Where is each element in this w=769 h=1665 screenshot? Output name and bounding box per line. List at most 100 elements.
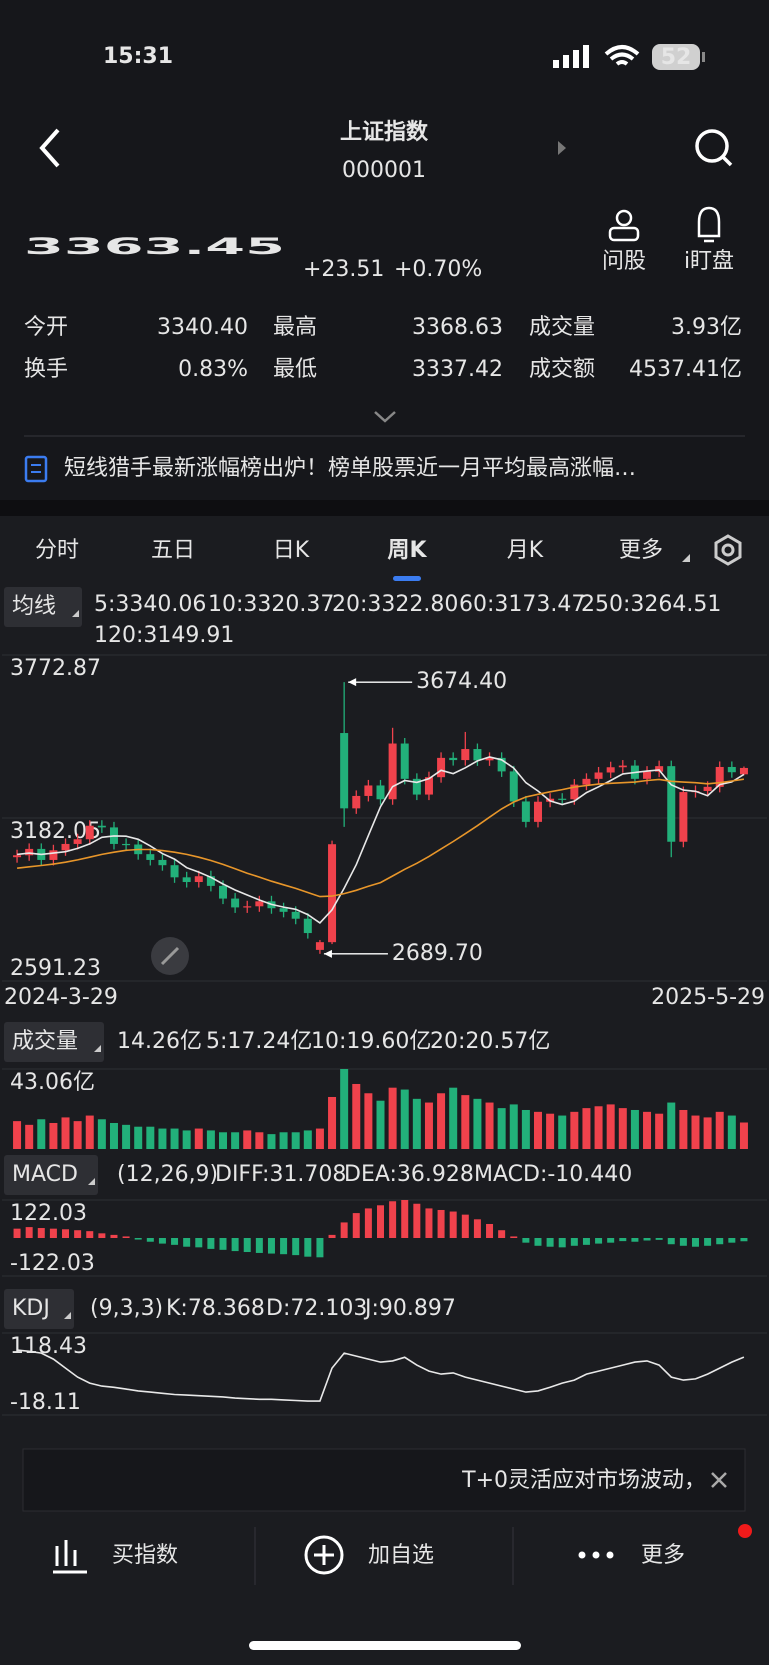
volume-bar bbox=[594, 1106, 603, 1149]
indicator-button-label: MACD bbox=[12, 1162, 78, 1187]
volume-bar bbox=[182, 1130, 191, 1149]
candle-body bbox=[13, 855, 22, 858]
legend-entry: DIFF:31.708 bbox=[215, 1162, 346, 1187]
volume-bar bbox=[679, 1109, 688, 1149]
candle-body bbox=[412, 778, 421, 795]
candle-body bbox=[303, 918, 312, 934]
candle-body bbox=[49, 850, 58, 860]
volume-bar bbox=[364, 1093, 373, 1149]
macd-bar bbox=[110, 1234, 118, 1238]
volume-bar bbox=[727, 1115, 736, 1149]
volume-bar bbox=[570, 1111, 579, 1149]
tab[interactable]: 分时 bbox=[35, 538, 79, 563]
indicator-button[interactable] bbox=[4, 587, 82, 627]
macd-bar bbox=[122, 1236, 130, 1238]
legend-entry: 14.26亿 bbox=[117, 1029, 202, 1054]
volume-bar bbox=[73, 1121, 82, 1149]
indicator-button[interactable] bbox=[4, 1155, 98, 1195]
macd-bar bbox=[619, 1238, 627, 1242]
bottom-action[interactable]: 更多 bbox=[641, 1543, 685, 1568]
macd-bar bbox=[304, 1238, 312, 1257]
volume-bar bbox=[618, 1108, 627, 1149]
legend-entry: 5:17.24亿 bbox=[206, 1029, 312, 1054]
expand-chevron[interactable] bbox=[374, 411, 396, 423]
back-button[interactable] bbox=[39, 128, 60, 168]
candle-body bbox=[437, 757, 446, 778]
tab[interactable]: 更多 bbox=[619, 538, 663, 563]
candle-body bbox=[558, 798, 567, 800]
volume-bar bbox=[691, 1115, 700, 1149]
buy-icon bbox=[53, 1540, 87, 1574]
macd-bar bbox=[171, 1238, 179, 1245]
indicator-button[interactable] bbox=[4, 1289, 74, 1329]
candle-body bbox=[194, 876, 203, 883]
stat-value: 3.93亿 bbox=[671, 315, 742, 340]
settings-button[interactable] bbox=[714, 534, 742, 566]
y-tick-label: 3772.87 bbox=[10, 656, 101, 681]
macd-bar bbox=[437, 1209, 445, 1238]
news: 短线猎手最新涨幅榜出炉！榜单股票近一月平均最高涨幅… bbox=[64, 456, 636, 481]
volume-bar bbox=[231, 1132, 240, 1149]
candle-body bbox=[158, 859, 167, 866]
stat-label: 最高 bbox=[273, 315, 317, 340]
annotation: 2689.70 bbox=[392, 941, 483, 966]
tab[interactable]: 五日 bbox=[151, 538, 195, 563]
candle-body bbox=[461, 749, 470, 761]
tab[interactable]: 周K bbox=[387, 538, 427, 563]
bottom-action[interactable]: 买指数 bbox=[112, 1543, 178, 1568]
macd-bar bbox=[643, 1238, 651, 1241]
macd-bar bbox=[377, 1205, 384, 1238]
candle-body bbox=[85, 825, 94, 840]
macd-bar bbox=[704, 1238, 712, 1246]
ad-banner[interactable] bbox=[22, 1448, 746, 1512]
macd-bar bbox=[49, 1228, 57, 1238]
search-button[interactable] bbox=[695, 129, 729, 163]
volume-bar bbox=[546, 1113, 555, 1149]
next-arrow[interactable] bbox=[558, 141, 566, 155]
macd-bar bbox=[631, 1238, 639, 1242]
settings-dot bbox=[721, 543, 735, 557]
candle-body bbox=[739, 767, 748, 775]
ask-icon[interactable] bbox=[608, 209, 640, 242]
volume-bar bbox=[122, 1124, 131, 1149]
volume-bar bbox=[352, 1083, 361, 1149]
news-icon-lines bbox=[31, 464, 41, 473]
wifi-icon bbox=[604, 45, 640, 66]
macd-bar bbox=[146, 1238, 154, 1242]
indicator-button-arrow bbox=[94, 1045, 101, 1052]
volume-bar bbox=[376, 1100, 385, 1149]
legend-entry: 5:3340.06 bbox=[94, 592, 206, 617]
volume-bar bbox=[61, 1117, 70, 1149]
macd-bar bbox=[425, 1208, 433, 1238]
legend-entry: 10:19.60亿 bbox=[311, 1029, 431, 1054]
candle-body bbox=[715, 766, 724, 787]
volume-bar bbox=[13, 1121, 22, 1149]
indicator-line bbox=[17, 756, 745, 924]
volume-bar bbox=[328, 1096, 337, 1149]
candle-body bbox=[243, 906, 252, 908]
candle-body bbox=[606, 767, 615, 773]
volume-bar bbox=[158, 1128, 167, 1149]
candle-body bbox=[352, 795, 361, 809]
tab[interactable]: 月K bbox=[507, 538, 544, 563]
stat-label: 成交量 bbox=[529, 315, 595, 340]
volume-bar bbox=[340, 1069, 349, 1149]
candle-body bbox=[279, 908, 288, 912]
macd-bar bbox=[340, 1222, 348, 1238]
volume-bar bbox=[146, 1126, 155, 1149]
ad-close[interactable] bbox=[711, 1472, 727, 1488]
indicator-button[interactable] bbox=[4, 1022, 104, 1062]
macd-bar bbox=[522, 1238, 530, 1243]
macd-bar bbox=[74, 1230, 82, 1238]
macd-bar bbox=[98, 1233, 106, 1238]
macd-bar bbox=[219, 1238, 227, 1250]
bottom-action[interactable]: 加自选 bbox=[368, 1543, 434, 1568]
tab[interactable]: 日K bbox=[273, 538, 310, 563]
watch-icon[interactable] bbox=[697, 206, 721, 243]
volume-bar bbox=[85, 1115, 94, 1149]
macd-bar bbox=[364, 1208, 372, 1238]
candle-body bbox=[594, 772, 603, 779]
volume-bar bbox=[291, 1132, 300, 1149]
volume-bar bbox=[303, 1130, 312, 1149]
macd-bar bbox=[691, 1238, 699, 1247]
